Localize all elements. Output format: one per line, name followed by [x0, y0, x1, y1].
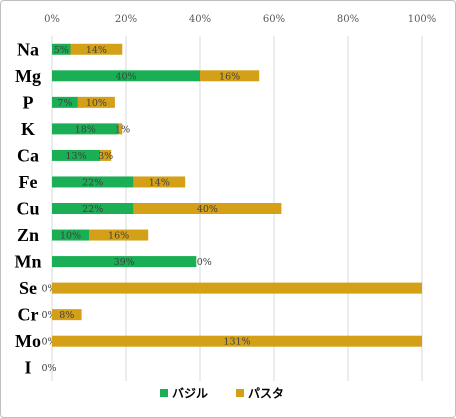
bar-basil: [52, 203, 134, 214]
data-label: 18%: [75, 124, 96, 135]
x-tick-label: 80%: [337, 14, 359, 25]
category-label: P: [23, 92, 34, 112]
bar-pasta: [118, 123, 123, 135]
category-label: Fe: [19, 172, 38, 192]
legend-label-basil: バジル: [172, 387, 208, 401]
data-label: 5%: [54, 45, 69, 56]
bar-basil: [52, 43, 71, 55]
data-label: 0%: [41, 284, 56, 295]
data-label: 0%: [41, 310, 56, 321]
data-label: 16%: [108, 231, 129, 242]
data-label: 0%: [197, 257, 212, 268]
bar-pasta: [100, 149, 112, 161]
x-tick-label: 40%: [189, 14, 211, 25]
category-label: Cu: [16, 199, 39, 219]
data-label: 10%: [60, 231, 81, 242]
legend-swatch-basil: [160, 389, 168, 397]
category-label: I: [24, 358, 31, 378]
data-label: 0%: [41, 363, 56, 374]
bar-basil: [52, 256, 197, 268]
category-label: Mn: [15, 252, 42, 272]
category-label: Cr: [18, 305, 39, 325]
category-label: Se: [19, 278, 37, 298]
data-label: 13%: [65, 151, 86, 162]
legend-label-pasta: パスタ: [248, 387, 284, 401]
bar-basil: [52, 70, 200, 82]
bar-pasta: [133, 203, 282, 214]
bar-pasta: [70, 43, 123, 55]
bar-basil: [52, 176, 134, 188]
bar-basil: [52, 123, 119, 135]
x-tick-label: 60%: [263, 14, 285, 25]
bar-pasta: [77, 96, 115, 108]
bar-pasta: [52, 309, 82, 321]
data-label: 40%: [115, 71, 136, 82]
data-label: 131%: [223, 337, 250, 348]
data-label: 16%: [219, 71, 240, 82]
bar-pasta: [133, 176, 186, 188]
data-label: 7%: [57, 98, 72, 109]
bar-pasta: [200, 70, 260, 82]
x-tick-label: 0%: [44, 14, 60, 25]
category-label: Mo: [15, 331, 41, 351]
data-label: 39%: [114, 257, 135, 268]
data-label: 22%: [82, 204, 103, 215]
bar-basil: [52, 96, 78, 108]
bar-pasta: [89, 229, 149, 241]
bar-pasta: [52, 282, 422, 294]
bar-basil: [52, 149, 101, 161]
bar-pasta: [52, 335, 422, 347]
data-label: 40%: [197, 204, 218, 215]
data-label: 10%: [86, 98, 107, 109]
category-label: K: [21, 119, 35, 139]
category-label: Zn: [17, 225, 39, 245]
data-label: 1%: [115, 124, 130, 135]
data-label: 22%: [82, 177, 103, 188]
bar-basil: [52, 229, 89, 241]
data-label: 0%: [41, 337, 56, 348]
category-label: Ca: [17, 145, 39, 165]
data-label: 8%: [59, 310, 74, 321]
data-label: 14%: [86, 45, 107, 56]
x-tick-label: 20%: [115, 14, 137, 25]
data-label: 3%: [98, 151, 113, 162]
data-label: 14%: [149, 177, 170, 188]
category-label: Na: [17, 39, 39, 59]
x-tick-label: 100%: [408, 14, 437, 25]
category-label: Mg: [15, 66, 41, 86]
legend-swatch-pasta: [236, 389, 244, 397]
